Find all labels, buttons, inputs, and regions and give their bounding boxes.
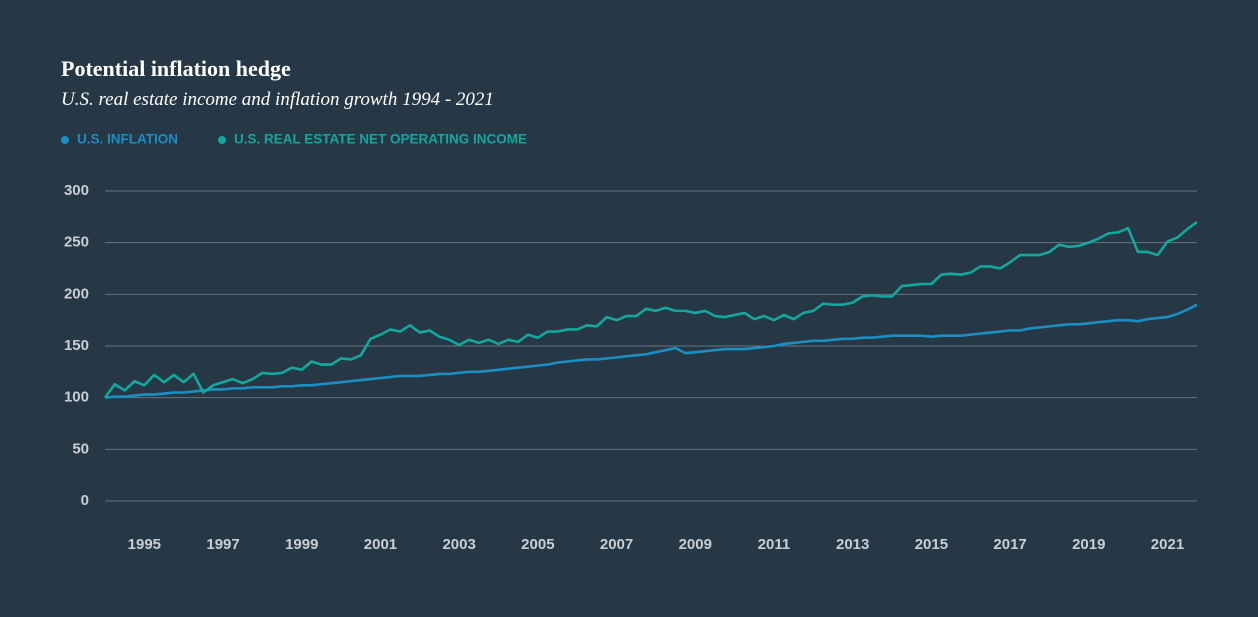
y-tick-label: 150 xyxy=(64,337,89,354)
x-tick-label: 2007 xyxy=(600,536,633,553)
y-tick-label: 250 xyxy=(64,234,89,251)
y-tick-label: 300 xyxy=(64,182,89,199)
chart-title: Potential inflation hedge xyxy=(61,56,291,81)
chart-subtitle: U.S. real estate income and inflation gr… xyxy=(61,89,494,110)
x-tick-label: 2019 xyxy=(1072,536,1105,553)
y-tick-label: 0 xyxy=(81,492,89,509)
legend-label: U.S. INFLATION xyxy=(77,132,178,147)
x-tick-label: 2001 xyxy=(364,536,397,553)
series-line xyxy=(104,303,1198,399)
x-tick-label: 1997 xyxy=(206,536,239,553)
x-tick-label: 2003 xyxy=(442,536,475,553)
y-tick-label: 200 xyxy=(64,285,89,302)
x-tick-label: 2005 xyxy=(521,536,554,553)
x-tick-label: 2015 xyxy=(915,536,948,553)
legend-marker xyxy=(218,136,226,144)
x-tick-label: 1999 xyxy=(285,536,318,553)
x-tick-label: 2013 xyxy=(836,536,869,553)
x-tick-label: 2011 xyxy=(758,536,791,553)
legend-label: U.S. REAL ESTATE NET OPERATING INCOME xyxy=(234,132,527,147)
legend-marker xyxy=(61,136,69,144)
x-tick-label: 2017 xyxy=(993,536,1026,553)
x-tick-label: 1995 xyxy=(128,536,161,553)
x-tick-label: 2009 xyxy=(679,536,712,553)
x-tick-label: 2021 xyxy=(1151,536,1184,553)
y-tick-label: 100 xyxy=(64,389,89,406)
series-line xyxy=(103,220,1198,399)
y-tick-label: 50 xyxy=(72,440,89,457)
